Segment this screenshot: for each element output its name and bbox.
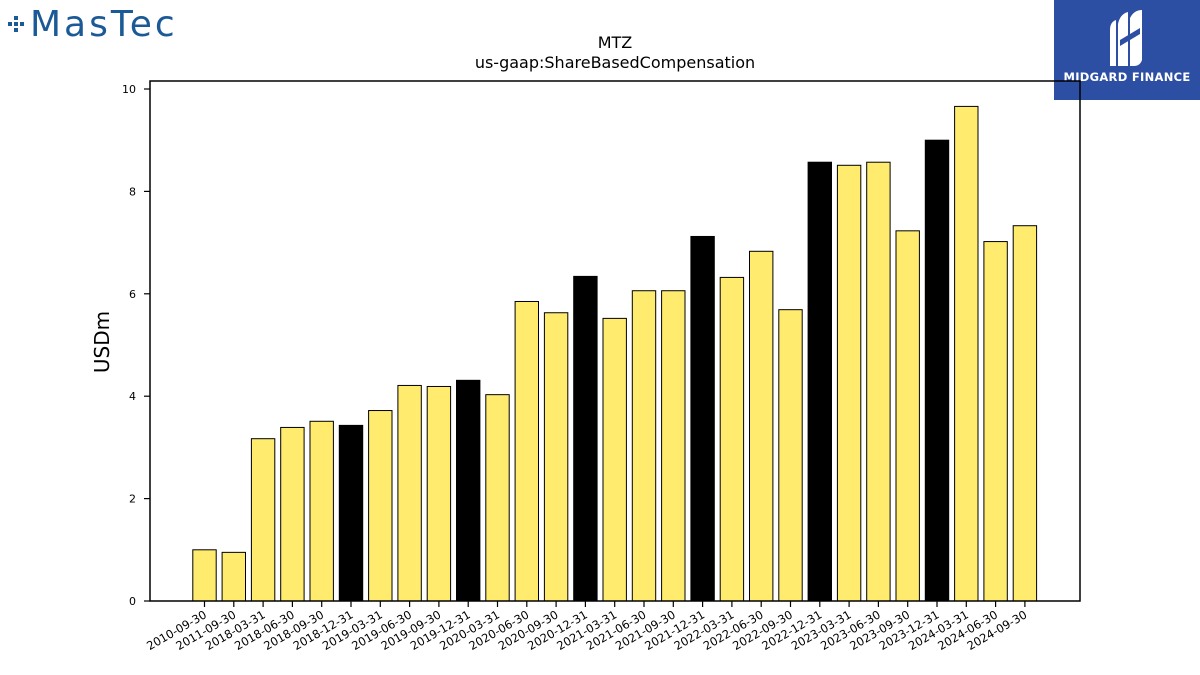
y-tick-label: 2 bbox=[129, 493, 136, 506]
bar-2022-03-31 bbox=[719, 276, 745, 602]
bars-group bbox=[192, 105, 1038, 602]
bar-2018-03-31 bbox=[250, 438, 276, 602]
y-tick-label: 4 bbox=[129, 390, 136, 403]
bar-2024-06-30 bbox=[983, 241, 1008, 602]
bar-2019-09-30 bbox=[426, 385, 452, 602]
bar-2021-06-30 bbox=[631, 290, 657, 602]
y-tick-label: 6 bbox=[129, 288, 136, 301]
bar-2018-09-30 bbox=[309, 420, 334, 602]
chart-subtitle: us-gaap:ShareBasedCompensation bbox=[475, 53, 755, 72]
bar-2018-12-31 bbox=[338, 424, 364, 602]
midgard-finance-logo: MIDGARD FINANCE bbox=[1054, 0, 1200, 100]
y-axis-label: USDm bbox=[90, 311, 114, 373]
bar-2021-09-30 bbox=[661, 290, 686, 602]
bar-2023-03-31 bbox=[836, 164, 862, 602]
y-tick-label: 10 bbox=[122, 83, 136, 96]
bar-2022-12-31 bbox=[807, 161, 832, 602]
bar-2020-12-31 bbox=[573, 275, 598, 602]
bar-2019-03-31 bbox=[368, 410, 393, 602]
bar-2023-12-31 bbox=[924, 139, 950, 602]
bar-2011-09-30 bbox=[221, 551, 247, 602]
bar-2024-09-30 bbox=[1012, 225, 1038, 602]
bar-2022-06-30 bbox=[749, 250, 774, 602]
bar-2020-09-30 bbox=[543, 312, 569, 602]
bar-2020-03-31 bbox=[485, 394, 510, 602]
bar-2010-09-30 bbox=[192, 549, 217, 602]
mastec-logo-text: MasTec bbox=[30, 3, 178, 45]
mastec-dots-icon bbox=[8, 16, 24, 32]
midgard-mark-icon bbox=[1110, 10, 1142, 66]
bar-2024-03-31 bbox=[954, 105, 979, 602]
bar-2021-12-31 bbox=[690, 235, 715, 602]
chart-title: MTZ bbox=[598, 33, 633, 52]
midgard-logo-text: MIDGARD FINANCE bbox=[1063, 70, 1191, 84]
mastec-logo: MasTec bbox=[6, 3, 178, 45]
bar-2020-06-30 bbox=[514, 300, 539, 602]
bar-2023-06-30 bbox=[866, 161, 891, 602]
bar-2023-09-30 bbox=[895, 230, 920, 602]
bar-2019-06-30 bbox=[397, 384, 422, 602]
bar-2018-06-30 bbox=[280, 426, 305, 602]
bar-2022-09-30 bbox=[778, 309, 803, 602]
y-axis-ticks: 0 2 4 6 8 10 bbox=[122, 83, 150, 608]
y-tick-label: 8 bbox=[129, 185, 136, 198]
x-axis-ticks: 2010-09-302011-09-302018-03-312018-06-30… bbox=[144, 601, 1029, 653]
y-tick-label: 0 bbox=[129, 595, 136, 608]
plot-frame bbox=[149, 80, 1081, 602]
bar-2021-03-31 bbox=[602, 317, 627, 602]
bar-2019-12-31 bbox=[456, 379, 481, 602]
